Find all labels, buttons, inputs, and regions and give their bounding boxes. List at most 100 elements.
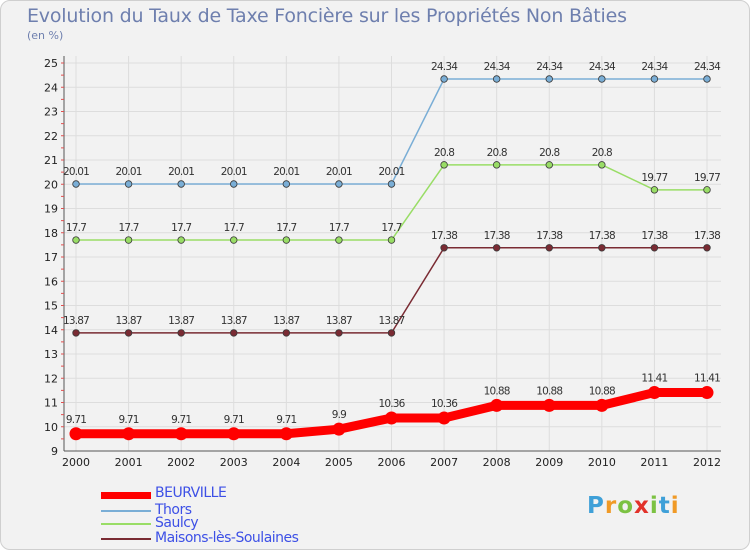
data-point-beurville — [700, 386, 714, 400]
data-label-saulcy: 20.8 — [592, 147, 612, 159]
data-label-saulcy: 19.77 — [641, 172, 667, 184]
logo-letter: x — [634, 493, 650, 519]
data-point-beurville — [595, 398, 609, 412]
data-label-beurville: 10.36 — [431, 398, 458, 410]
y-tick-label: 20 — [44, 178, 58, 191]
data-point-beurville — [69, 427, 83, 441]
y-tick-label: 15 — [44, 300, 58, 313]
data-label-beurville: 10.88 — [589, 385, 615, 397]
x-tick-label: 2012 — [693, 456, 721, 469]
data-point-maisons-les-soulaines — [72, 329, 80, 337]
y-tick-label: 18 — [44, 227, 58, 240]
data-label-maisons-les-soulaines: 17.38 — [536, 230, 562, 242]
legend-label-maisons-les-soulaines: Maisons-lès-Soulaines — [155, 530, 299, 546]
x-tick-label: 2005 — [325, 456, 353, 469]
x-tick-label: 2010 — [588, 456, 616, 469]
data-point-maisons-les-soulaines — [124, 329, 133, 337]
y-tick-label: 9 — [51, 445, 58, 458]
data-point-thors — [650, 75, 659, 83]
legend-label-saulcy: Saulcy — [155, 515, 199, 531]
x-tick-label: 2001 — [115, 456, 143, 469]
data-point-beurville — [542, 398, 556, 412]
x-tick-label: 2006 — [378, 456, 406, 469]
y-tick-label: 10 — [44, 421, 58, 434]
logo-letter: t — [658, 493, 671, 519]
data-point-thors — [492, 75, 501, 83]
data-point-maisons-les-soulaines — [598, 244, 606, 252]
logo-letter: o — [617, 493, 635, 519]
data-label-saulcy: 17.7 — [276, 222, 296, 234]
data-label-thors: 24.34 — [484, 61, 511, 73]
data-point-thors — [177, 180, 185, 188]
data-label-beurville: 10.88 — [484, 385, 510, 397]
data-point-saulcy — [440, 161, 448, 169]
y-tick-label: 17 — [44, 251, 58, 264]
data-label-maisons-les-soulaines: 17.38 — [641, 230, 667, 242]
data-point-maisons-les-soulaines — [545, 244, 553, 252]
x-tick-label: 2011 — [640, 456, 668, 469]
data-point-beurville — [227, 427, 241, 441]
data-label-saulcy: 19.77 — [694, 172, 720, 184]
x-tick-label: 2007 — [430, 456, 458, 469]
data-point-beurville — [122, 427, 136, 441]
data-label-beurville: 9.71 — [171, 414, 191, 426]
data-label-beurville: 9.9 — [332, 409, 346, 421]
data-point-maisons-les-soulaines — [650, 244, 659, 252]
y-tick-label: 25 — [44, 57, 58, 70]
data-point-saulcy — [335, 236, 343, 244]
x-tick-label: 2004 — [272, 456, 300, 469]
data-label-saulcy: 17.7 — [171, 222, 191, 234]
y-tick-label: 24 — [44, 81, 58, 94]
data-label-maisons-les-soulaines: 13.87 — [168, 315, 194, 327]
x-tick-label: 2008 — [483, 456, 511, 469]
data-point-thors — [230, 180, 238, 188]
data-label-thors: 24.34 — [431, 61, 458, 73]
data-point-beurville — [647, 386, 661, 400]
data-point-maisons-les-soulaines — [703, 244, 711, 252]
data-point-maisons-les-soulaines — [335, 329, 343, 337]
data-point-maisons-les-soulaines — [440, 244, 448, 252]
data-labels: 20.01 20.01 20.01 20.01 20.01 20.01 20.01 24.34… — [63, 61, 722, 426]
data-label-saulcy: 17.7 — [118, 222, 138, 234]
data-point-beurville — [279, 427, 293, 441]
y-axis-ticks: 9 10 11 12 13 14 15 16 17 18 19 20 21 22 23 24 25 — [44, 57, 58, 458]
data-label-saulcy: 17.7 — [66, 222, 86, 234]
legend-label-beurville: BEURVILLE — [155, 485, 227, 501]
data-point-thors — [387, 180, 396, 188]
y-tick-label: 21 — [44, 154, 58, 167]
data-label-beurville: 9.71 — [276, 414, 296, 426]
data-point-thors — [335, 180, 343, 188]
x-tick-label: 2000 — [62, 456, 90, 469]
y-tick-label: 13 — [44, 348, 58, 361]
data-label-saulcy: 20.8 — [487, 147, 507, 159]
data-point-maisons-les-soulaines — [177, 329, 185, 337]
data-point-saulcy — [124, 236, 133, 244]
data-label-thors: 24.34 — [589, 61, 616, 73]
data-label-thors: 20.01 — [168, 166, 194, 178]
data-label-thors: 20.01 — [116, 166, 142, 178]
data-point-beurville — [437, 411, 451, 425]
unit-label: (en %) — [27, 29, 64, 42]
data-label-beurville: 10.36 — [378, 398, 405, 410]
data-label-maisons-les-soulaines: 13.87 — [326, 315, 352, 327]
y-tick-label: 16 — [44, 275, 58, 288]
data-point-saulcy — [650, 186, 659, 194]
data-label-thors: 20.01 — [63, 166, 89, 178]
data-point-saulcy — [387, 236, 396, 244]
data-point-thors — [282, 180, 291, 188]
x-tick-label: 2009 — [535, 456, 563, 469]
y-tick-label: 23 — [44, 106, 58, 119]
data-label-maisons-les-soulaines: 17.38 — [694, 230, 720, 242]
data-label-beurville: 11.41 — [641, 373, 667, 385]
data-label-saulcy: 17.7 — [329, 222, 349, 234]
data-label-maisons-les-soulaines: 13.87 — [378, 315, 404, 327]
y-tick-label: 12 — [44, 372, 58, 385]
series-group — [69, 75, 714, 441]
data-label-maisons-les-soulaines: 13.87 — [116, 315, 142, 327]
data-label-saulcy: 17.7 — [224, 222, 244, 234]
data-point-thors — [545, 75, 553, 83]
data-point-saulcy — [282, 236, 291, 244]
data-label-thors: 24.34 — [536, 61, 563, 73]
data-label-maisons-les-soulaines: 17.38 — [589, 230, 615, 242]
